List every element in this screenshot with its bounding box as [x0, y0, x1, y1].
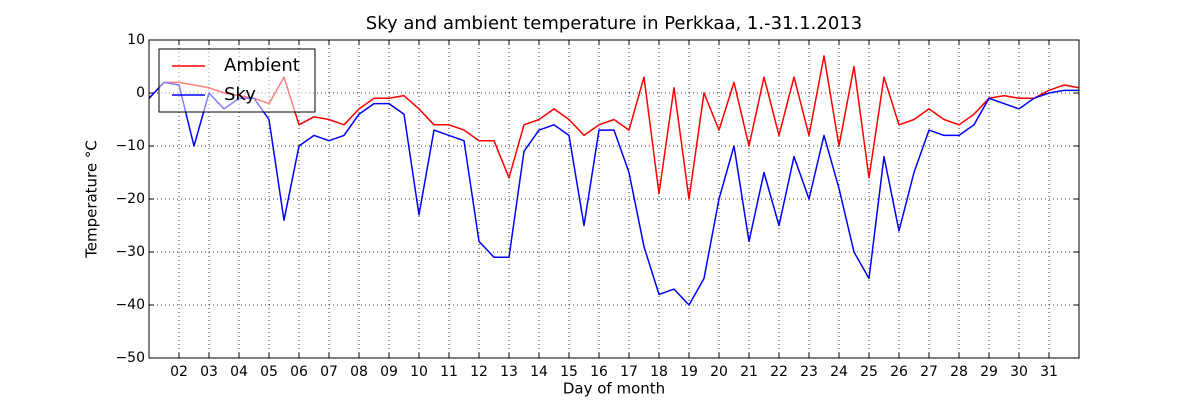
x-tick-label: 12 — [470, 364, 488, 380]
x-tick-label: 07 — [320, 364, 338, 380]
x-tick-label: 23 — [800, 364, 818, 380]
x-tick-label: 10 — [410, 364, 428, 380]
y-tick-label: 10 — [127, 32, 145, 48]
x-tick-label: 26 — [890, 364, 908, 380]
x-tick-label: 22 — [770, 364, 788, 380]
y-tick-label: −40 — [115, 297, 145, 313]
x-axis-label: Day of month — [563, 380, 665, 398]
x-tick-label: 09 — [380, 364, 398, 380]
legend-label: Ambient — [224, 55, 300, 76]
x-tick-label: 31 — [1040, 364, 1058, 380]
x-tick-label: 21 — [740, 364, 758, 380]
x-tick-label: 15 — [560, 364, 578, 380]
y-tick-label: −50 — [115, 350, 145, 366]
x-tick-label: 24 — [830, 364, 848, 380]
y-axis-label: Temperature °C — [83, 140, 101, 259]
x-tick-label: 28 — [950, 364, 968, 380]
x-tick-label: 25 — [860, 364, 878, 380]
x-tick-label: 05 — [260, 364, 278, 380]
x-tick-label: 20 — [710, 364, 728, 380]
x-tick-label: 04 — [230, 364, 248, 380]
x-tick-label: 06 — [290, 364, 308, 380]
legend-box — [158, 48, 316, 113]
x-tick-label: 08 — [350, 364, 368, 380]
x-tick-label: 16 — [590, 364, 608, 380]
x-tick-label: 29 — [980, 364, 998, 380]
x-tick-label: 18 — [650, 364, 668, 380]
legend: Ambient Sky — [158, 48, 316, 113]
series-line — [148, 81, 1079, 306]
legend-label: Sky — [224, 84, 256, 105]
y-tick-label: −10 — [115, 138, 145, 154]
y-tick-label: −20 — [115, 191, 145, 207]
x-tick-label: 03 — [200, 364, 218, 380]
x-tick-label: 13 — [500, 364, 518, 380]
x-tick-label: 17 — [620, 364, 638, 380]
x-tick-label: 27 — [920, 364, 938, 380]
x-tick-label: 14 — [530, 364, 548, 380]
x-tick-label: 30 — [1010, 364, 1028, 380]
x-tick-label: 19 — [680, 364, 698, 380]
chart-title: Sky and ambient temperature in Perkkaa, … — [366, 13, 862, 34]
y-tick-label: 0 — [136, 85, 145, 101]
y-tick-label: −30 — [115, 244, 145, 260]
x-tick-label: 11 — [440, 364, 458, 380]
series-line — [148, 55, 1080, 200]
x-tick-label: 02 — [170, 364, 188, 380]
plot-frame — [148, 39, 1080, 359]
